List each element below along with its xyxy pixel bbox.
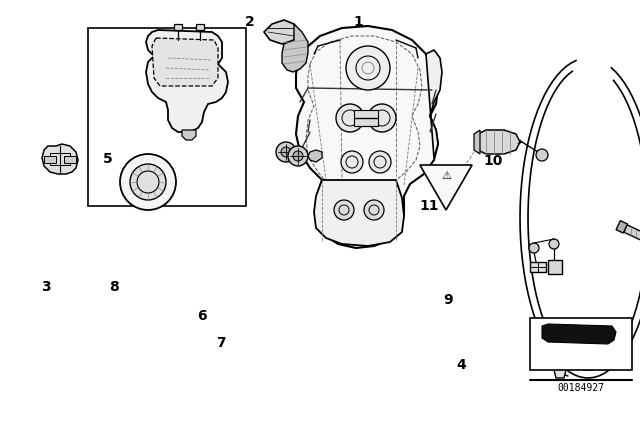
Text: 11: 11 (419, 199, 438, 213)
Text: 10: 10 (483, 154, 502, 168)
Text: 00184927: 00184927 (557, 383, 605, 393)
Polygon shape (196, 24, 204, 30)
Circle shape (529, 243, 539, 253)
Circle shape (276, 142, 296, 162)
Polygon shape (518, 140, 522, 144)
Circle shape (120, 154, 176, 210)
Circle shape (364, 200, 384, 220)
Circle shape (369, 151, 391, 173)
Circle shape (288, 146, 308, 166)
Polygon shape (64, 156, 76, 163)
Polygon shape (264, 20, 298, 44)
Text: 1: 1 (353, 15, 364, 30)
Text: 3: 3 (41, 280, 51, 294)
Circle shape (341, 151, 363, 173)
Polygon shape (354, 110, 378, 126)
Circle shape (281, 147, 291, 157)
Text: 2: 2 (244, 15, 255, 30)
Polygon shape (42, 144, 78, 174)
Polygon shape (530, 262, 546, 272)
Polygon shape (474, 130, 480, 154)
Polygon shape (152, 38, 218, 86)
Polygon shape (44, 156, 56, 163)
Text: 9: 9 (443, 293, 453, 307)
Circle shape (334, 200, 354, 220)
Polygon shape (542, 324, 616, 344)
Circle shape (336, 104, 364, 132)
Polygon shape (174, 24, 182, 30)
Polygon shape (296, 26, 438, 248)
Polygon shape (548, 260, 562, 274)
Polygon shape (182, 130, 196, 140)
Bar (88, 28, 246, 206)
Polygon shape (282, 24, 308, 72)
Text: 8: 8 (109, 280, 119, 294)
Text: 5: 5 (102, 152, 113, 166)
Text: 4: 4 (456, 358, 466, 372)
Polygon shape (420, 165, 472, 210)
Circle shape (293, 151, 303, 161)
Polygon shape (616, 220, 628, 233)
Polygon shape (146, 30, 228, 132)
Polygon shape (314, 180, 404, 246)
Polygon shape (478, 130, 520, 154)
Circle shape (549, 239, 559, 249)
Bar (530, 318, 632, 370)
Circle shape (536, 149, 548, 161)
Polygon shape (618, 222, 640, 244)
Circle shape (368, 104, 396, 132)
Circle shape (130, 164, 166, 200)
Circle shape (346, 46, 390, 90)
Text: 7: 7 (216, 336, 226, 350)
Polygon shape (426, 50, 442, 158)
Polygon shape (308, 150, 322, 162)
Text: ⚠: ⚠ (441, 171, 451, 181)
Text: 6: 6 (196, 309, 207, 323)
Polygon shape (554, 366, 566, 378)
